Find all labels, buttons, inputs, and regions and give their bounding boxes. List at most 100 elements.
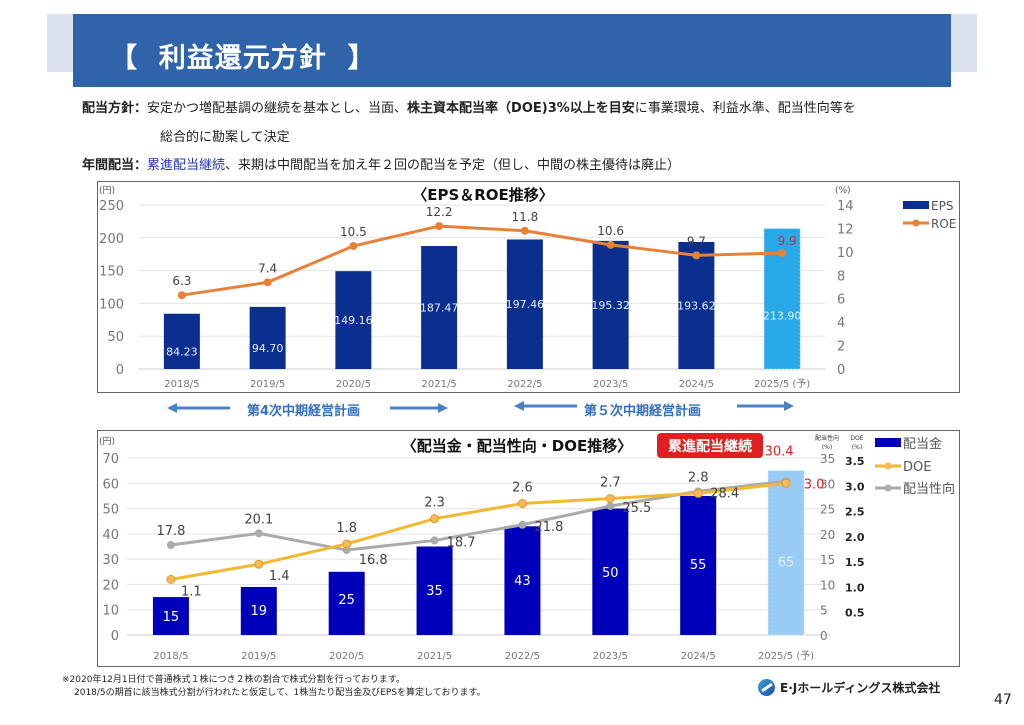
doe-label: 2.7 [600, 475, 621, 490]
legend-dividend-label: 配当金 [903, 436, 942, 452]
payout-ratio-point [342, 546, 351, 555]
payout-ratio-label: 28.4 [710, 486, 739, 501]
eps-bar [421, 246, 458, 369]
roe-point [349, 242, 358, 250]
y-tick-label: 150 [99, 265, 124, 280]
roe-label: 12.2 [426, 205, 453, 219]
policy-line-1: 配当方針：安定かつ増配基調の継続を基本とし、当面、株主資本配当率（DOE)3%以… [82, 101, 856, 117]
eps-bar-label: 84.23 [166, 345, 198, 358]
doe-point [254, 559, 264, 569]
x-tick-label: 2021/5 [422, 379, 457, 390]
plan-4-label: 第4次中期経営計画 [247, 404, 361, 419]
y2-tick-label: 4 [837, 316, 845, 331]
annual-dividend-line: 年間配当：累進配当継続、来期は中間配当を加え年２回の配当を予定（但し、中間の株主… [82, 158, 680, 174]
eps-bar-label: 187.47 [420, 302, 459, 315]
policy-line-2: 総合的に勘案して決定 [160, 130, 290, 145]
policy-text: 安定かつ増配基調の継続を基本とし、当面、 [147, 101, 408, 116]
dividend-chart: 0 10 20 30 40 50 60 70 (円) 0 5 10 15 20 25 30 35 0.5 1.0 1.… [99, 433, 955, 662]
payout-ratio-label: 17.8 [156, 524, 185, 539]
eps-bar [678, 241, 715, 369]
legend-eps-swatch [903, 201, 929, 209]
y-tick-label: 10 [102, 604, 119, 619]
payout-ratio-label: 20.1 [244, 512, 273, 527]
y2-tick-label: 10 [820, 578, 835, 592]
legend-roe-marker [912, 219, 920, 227]
y3-tick-label: 3.0 [845, 480, 865, 493]
dividend-bar [240, 586, 277, 635]
dividend-bar-label: 55 [690, 558, 707, 573]
y3-tick-label: 3.5 [845, 455, 865, 468]
doe-point [430, 514, 440, 524]
y-tick-label: 100 [99, 297, 124, 312]
progressive-dividend-text: 累進配当継続 [147, 158, 226, 173]
roe-label: 11.8 [512, 210, 539, 224]
y2-tick-label: 6 [837, 293, 845, 308]
dividend-bar-label: 25 [338, 593, 355, 608]
payout-ratio-label: 16.8 [359, 553, 388, 568]
eps-bar [506, 239, 543, 369]
roe-line [181, 224, 783, 297]
chart-title: 〈EPS＆ROE推移〉 [412, 186, 554, 204]
company-logo: E·Jホールディングス株式会社 [758, 679, 940, 696]
dividend-bar [504, 526, 541, 635]
payout-ratio-point [430, 536, 439, 545]
annual-dividend-label: 年間配当： [82, 158, 148, 173]
dividend-bar-label: 50 [602, 566, 619, 581]
roe-point [606, 240, 615, 249]
y3-tick-label: 0.5 [845, 607, 865, 620]
roe-label: 7.4 [258, 261, 277, 275]
x-tick-label: 2020/5 [329, 651, 364, 662]
y3-tick-label: 2.0 [845, 531, 865, 544]
doe-label: 2.6 [512, 481, 533, 496]
roe-point [778, 249, 787, 258]
y-tick-label: 250 [99, 199, 124, 214]
x-tick-label: 2025/5 (予) [758, 650, 814, 662]
dividend-bar [328, 571, 365, 635]
doe-point [693, 488, 703, 498]
y3-tick-label: 1.0 [845, 581, 865, 594]
y-tick-label: 40 [102, 528, 119, 543]
doe-label: 2.3 [424, 496, 445, 511]
footnote-2: 2018/5の期首に該当株式分割が行われたと仮定して、1株当たり配当金及びEPS… [74, 688, 486, 698]
legend-payout-marker [884, 484, 892, 492]
annual-dividend-text: 、来期は中間配当を加え年２回の配当を予定（但し、中間の株主優待は廃止） [225, 158, 681, 173]
eps-bar [335, 271, 372, 369]
roe-label: 10.6 [597, 224, 624, 238]
plan-5-label: 第５次中期経営計画 [584, 404, 702, 419]
y-tick-label: 70 [102, 452, 119, 467]
y2-axis-label: 配当性向 [815, 434, 839, 442]
legend-dividend-swatch [875, 438, 901, 447]
x-tick-label: 2024/5 [681, 651, 716, 662]
roe-label: 9.9 [778, 234, 797, 248]
legend-roe-label: ROE [931, 217, 956, 231]
y-tick-label: 60 [102, 477, 119, 492]
y2-axis-unit: (%) [822, 444, 832, 451]
y2-tick-label: 8 [837, 269, 845, 284]
company-logo-icon [758, 679, 775, 696]
page-number: 47 [994, 692, 1012, 708]
payout-ratio-label: 18.7 [447, 535, 476, 550]
dividend-bar [152, 597, 189, 635]
payout-ratio-label: 30.4 [765, 444, 794, 459]
legend-doe-label: DOE [903, 460, 931, 475]
footnote-1: ※2020年12月1日付で普通株式１株につき２株の割合で株式分割を行っております… [62, 675, 406, 685]
dividend-bar [592, 508, 629, 635]
dividend-bar-label: 65 [778, 556, 795, 571]
y2-tick-label: 25 [820, 503, 835, 517]
legend-eps-label: EPS [931, 199, 953, 213]
y3-axis-unit: (%) [852, 444, 862, 451]
roe-point [435, 222, 444, 231]
payout-ratio-point [254, 529, 263, 538]
eps-roe-chart: 0 50 100 150 200 250 (円) 0 2 4 6 8 10 12 14 (%) 〈EPS＆ROE… [99, 185, 956, 390]
y-tick-label: 0 [111, 629, 119, 644]
roe-label: 10.5 [340, 225, 367, 239]
policy-text-cont: に事業環境、利益水準、配当性向等を [634, 101, 856, 116]
eps-bar [592, 240, 629, 369]
x-tick-label: 2024/5 [679, 379, 714, 390]
progressive-dividend-badge-label: 累進配当継続 [668, 438, 752, 455]
eps-bar-label: 213.90 [763, 310, 802, 323]
doe-line [170, 481, 787, 581]
y2-tick-label: 35 [820, 452, 835, 466]
y2-tick-label: 0 [820, 629, 828, 643]
payout-ratio-point [518, 520, 527, 529]
